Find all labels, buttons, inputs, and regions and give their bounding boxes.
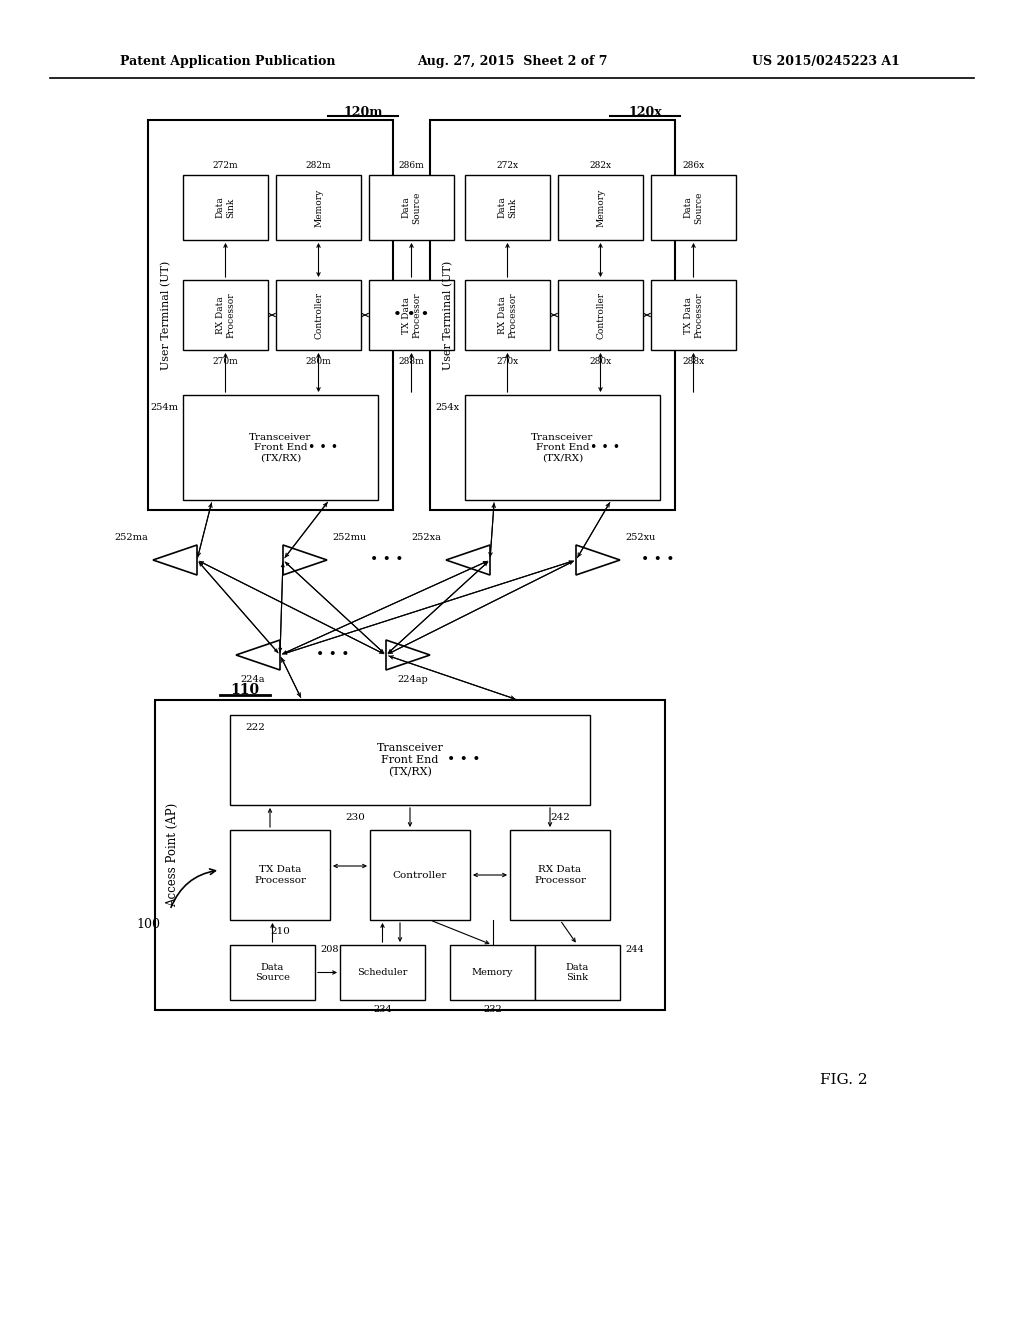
Text: • • •: • • • (316, 648, 350, 663)
Bar (155, 700, 665, 1010)
Bar (148, 120, 393, 510)
Bar (230, 945, 315, 1001)
Bar (465, 176, 550, 240)
Bar (276, 280, 361, 350)
Bar (651, 280, 736, 350)
Bar (510, 830, 610, 920)
Text: 280x: 280x (590, 358, 611, 367)
Text: Memory: Memory (314, 189, 323, 227)
Bar (183, 395, 378, 500)
Bar (230, 715, 590, 805)
Text: 288x: 288x (682, 358, 705, 367)
Bar (369, 280, 454, 350)
Text: Transceiver
Front End
(TX/RX): Transceiver Front End (TX/RX) (377, 743, 443, 776)
Text: Scheduler: Scheduler (357, 968, 408, 977)
Text: 286m: 286m (398, 161, 424, 169)
Bar (651, 176, 736, 240)
Bar (465, 395, 660, 500)
Text: 234: 234 (373, 1006, 392, 1015)
Text: TX Data
Processor: TX Data Processor (684, 292, 703, 338)
Text: 254m: 254m (150, 403, 178, 412)
Text: 282x: 282x (590, 161, 611, 169)
Text: US 2015/0245223 A1: US 2015/0245223 A1 (752, 55, 900, 69)
Text: 110: 110 (230, 682, 259, 697)
Text: Transceiver
Front End
(TX/RX): Transceiver Front End (TX/RX) (531, 433, 594, 462)
Bar (558, 176, 643, 240)
Text: 286x: 286x (682, 161, 705, 169)
Bar (430, 120, 675, 510)
Text: RX Data
Processor: RX Data Processor (216, 292, 236, 338)
Text: 288m: 288m (398, 358, 424, 367)
Text: RX Data
Processor: RX Data Processor (498, 292, 517, 338)
Text: User Terminal (UT): User Terminal (UT) (442, 260, 454, 370)
Text: 252mu: 252mu (332, 532, 367, 541)
Text: • • •: • • • (641, 553, 675, 568)
Text: 120x: 120x (628, 106, 662, 119)
Text: 282m: 282m (306, 161, 332, 169)
Text: 120m: 120m (343, 106, 383, 119)
Text: 272x: 272x (497, 161, 518, 169)
Text: 244: 244 (625, 945, 644, 954)
Bar (230, 830, 330, 920)
Text: TX Data
Processor: TX Data Processor (254, 866, 306, 884)
Text: Data
Source: Data Source (684, 191, 703, 223)
Text: Aug. 27, 2015  Sheet 2 of 7: Aug. 27, 2015 Sheet 2 of 7 (417, 55, 607, 69)
Text: Memory: Memory (596, 189, 605, 227)
Text: 272m: 272m (213, 161, 239, 169)
Text: 222: 222 (245, 722, 265, 731)
Text: 242: 242 (550, 813, 570, 822)
Text: Transceiver
Front End
(TX/RX): Transceiver Front End (TX/RX) (249, 433, 311, 462)
Text: Memory: Memory (472, 968, 513, 977)
Text: Access Point (AP): Access Point (AP) (167, 803, 179, 907)
Text: Data
Sink: Data Sink (498, 197, 517, 218)
Text: 232: 232 (483, 1006, 502, 1015)
Text: Controller: Controller (314, 292, 323, 338)
Bar (450, 945, 535, 1001)
Text: • • •: • • • (447, 752, 480, 767)
Text: 208: 208 (319, 945, 339, 954)
Text: • • •: • • • (370, 553, 403, 568)
Text: Data
Source: Data Source (255, 962, 290, 982)
Text: TX Data
Processor: TX Data Processor (401, 292, 421, 338)
Bar (558, 280, 643, 350)
Text: 280m: 280m (305, 358, 332, 367)
Text: 100: 100 (136, 919, 160, 932)
Text: 230: 230 (345, 813, 365, 822)
Bar (183, 176, 268, 240)
Bar (183, 280, 268, 350)
Bar (369, 176, 454, 240)
Text: 254x: 254x (436, 403, 460, 412)
Text: User Terminal (UT): User Terminal (UT) (161, 260, 171, 370)
Text: Patent Application Publication: Patent Application Publication (120, 55, 336, 69)
Bar (340, 945, 425, 1001)
FancyArrowPatch shape (171, 869, 215, 907)
Text: Controller: Controller (393, 870, 447, 879)
Text: RX Data
Processor: RX Data Processor (534, 866, 586, 884)
Text: 224a: 224a (241, 676, 265, 685)
Text: 252xu: 252xu (625, 532, 655, 541)
Text: Controller: Controller (596, 292, 605, 338)
Text: 270m: 270m (213, 358, 239, 367)
Text: 270x: 270x (497, 358, 518, 367)
Bar (535, 945, 620, 1001)
Text: • • •: • • • (393, 308, 430, 322)
Bar (370, 830, 470, 920)
Text: Data
Source: Data Source (401, 191, 421, 223)
Text: • • •: • • • (308, 441, 339, 454)
Text: 252ma: 252ma (115, 532, 148, 541)
Text: Data
Sink: Data Sink (566, 962, 589, 982)
Text: FIG. 2: FIG. 2 (820, 1073, 867, 1086)
Text: • • •: • • • (591, 441, 621, 454)
Text: 252xa: 252xa (411, 532, 441, 541)
Text: 210: 210 (270, 928, 290, 936)
Bar (276, 176, 361, 240)
Bar (465, 280, 550, 350)
Text: Data
Sink: Data Sink (216, 197, 236, 218)
Text: 224ap: 224ap (397, 676, 428, 685)
